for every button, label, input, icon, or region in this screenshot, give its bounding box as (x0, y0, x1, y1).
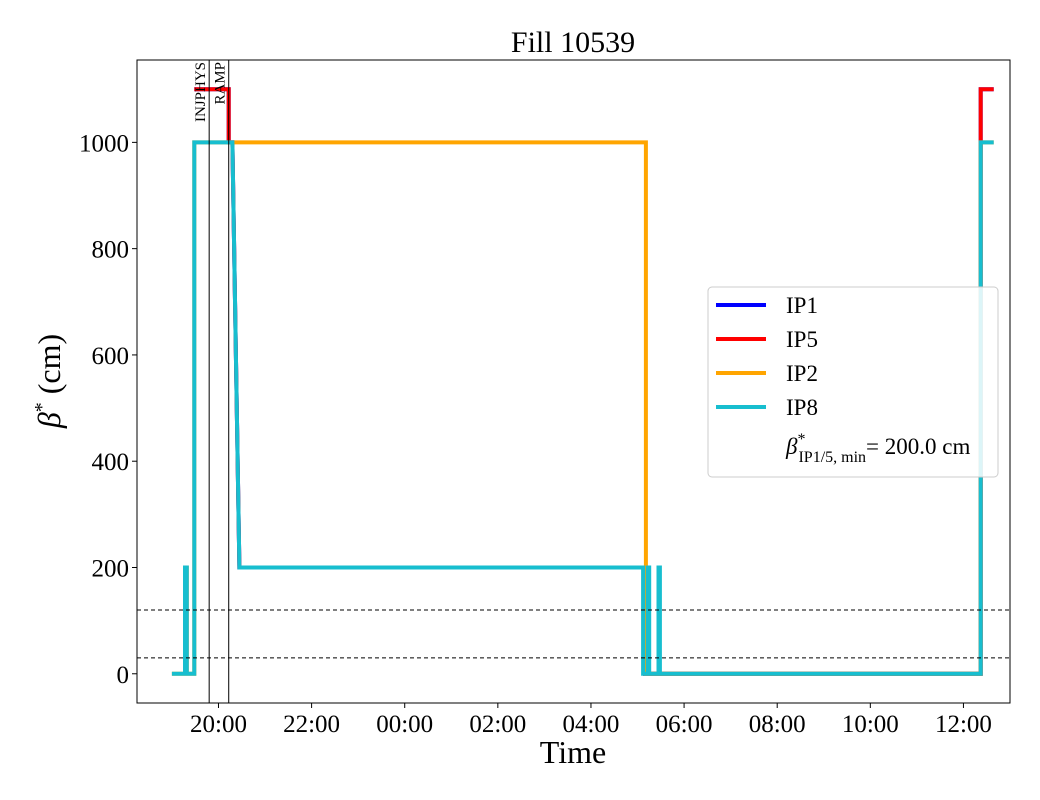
y-tick-label: 0 (117, 662, 130, 689)
axes-frame (136, 59, 1011, 704)
marker-label-injphys: INJPHYS (193, 62, 209, 122)
y-tick-label: 1000 (79, 130, 129, 157)
legend-box (707, 286, 999, 478)
plot-area: INJPHYS RAMP (137, 60, 1010, 703)
x-axis-label: Time (540, 734, 606, 770)
y-tick-label: 600 (92, 343, 130, 370)
x-tick-label: 10:00 (842, 711, 899, 738)
axis-ticks: 20:00 22:00 00:00 02:00 04:00 06:00 08:00 10:00… (79, 130, 992, 738)
x-tick-label: 06:00 (656, 711, 713, 738)
x-tick-label: 00:00 (376, 711, 433, 738)
y-axis-label-symbol: β (31, 412, 67, 429)
chart-title: Fill 10539 (511, 26, 635, 59)
y-tick-label: 800 (92, 237, 130, 264)
x-tick-label: 12:00 (935, 711, 992, 738)
x-tick-label: 22:00 (283, 711, 340, 738)
marker-label-ramp: RAMP (213, 62, 229, 105)
x-tick-label: 20:00 (190, 711, 247, 738)
y-tick-label: 400 (92, 449, 130, 476)
x-tick-label: 08:00 (749, 711, 806, 738)
legend-label-ip1: IP1 (786, 293, 818, 318)
y-axis-label-unit: (cm) (31, 334, 67, 394)
legend: IP1 IP5 IP2 IP8 β* IP1/5, min= 200.0 cm (707, 286, 999, 478)
legend-label-ip5: IP5 (786, 327, 818, 352)
x-tick-label: 02:00 (469, 711, 526, 738)
series-ip8-line (171, 140, 994, 676)
y-tick-label: 200 (92, 555, 130, 582)
y-axis-label-sup: * (31, 402, 53, 412)
legend-label-ip8: IP8 (786, 395, 818, 420)
legend-label-ip2: IP2 (786, 361, 818, 386)
legend-label-beta-min: β* IP1/5, min= 200.0 cm (785, 431, 970, 466)
x-tick-label: 04:00 (562, 711, 619, 738)
y-axis-label: β* (cm) (31, 334, 67, 429)
